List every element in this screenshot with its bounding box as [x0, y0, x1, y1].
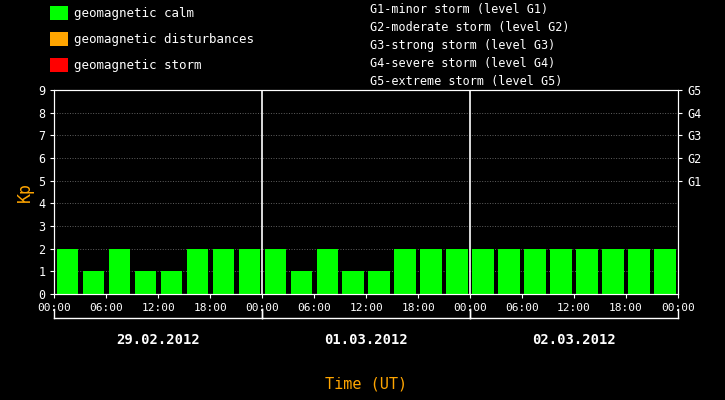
Bar: [342, 271, 364, 294]
Bar: [394, 249, 415, 294]
Text: 29.02.2012: 29.02.2012: [117, 334, 200, 348]
Bar: [473, 249, 494, 294]
Bar: [550, 249, 571, 294]
Bar: [498, 249, 520, 294]
Bar: [629, 249, 650, 294]
Bar: [135, 271, 156, 294]
Bar: [576, 249, 597, 294]
Bar: [291, 271, 312, 294]
Bar: [239, 249, 260, 294]
Bar: [186, 249, 208, 294]
Bar: [83, 271, 104, 294]
Y-axis label: Kp: Kp: [16, 182, 34, 202]
Text: 01.03.2012: 01.03.2012: [324, 334, 408, 348]
Bar: [602, 249, 624, 294]
Bar: [368, 271, 390, 294]
Bar: [212, 249, 234, 294]
Text: geomagnetic calm: geomagnetic calm: [74, 6, 194, 20]
Text: 02.03.2012: 02.03.2012: [532, 334, 616, 348]
Text: Time (UT): Time (UT): [325, 376, 407, 391]
Text: G2-moderate storm (level G2): G2-moderate storm (level G2): [370, 22, 570, 34]
Text: G4-severe storm (level G4): G4-severe storm (level G4): [370, 58, 555, 70]
Bar: [524, 249, 546, 294]
Bar: [447, 249, 468, 294]
Bar: [317, 249, 338, 294]
Text: G3-strong storm (level G3): G3-strong storm (level G3): [370, 40, 555, 52]
Text: G1-minor storm (level G1): G1-minor storm (level G1): [370, 4, 548, 16]
Text: geomagnetic storm: geomagnetic storm: [74, 58, 202, 72]
Bar: [420, 249, 442, 294]
Text: G5-extreme storm (level G5): G5-extreme storm (level G5): [370, 76, 563, 88]
Text: geomagnetic disturbances: geomagnetic disturbances: [74, 32, 254, 46]
Bar: [50, 6, 68, 20]
Bar: [265, 249, 286, 294]
Bar: [654, 249, 676, 294]
Bar: [50, 32, 68, 46]
Bar: [161, 271, 182, 294]
Bar: [109, 249, 130, 294]
Bar: [50, 58, 68, 72]
Bar: [57, 249, 78, 294]
